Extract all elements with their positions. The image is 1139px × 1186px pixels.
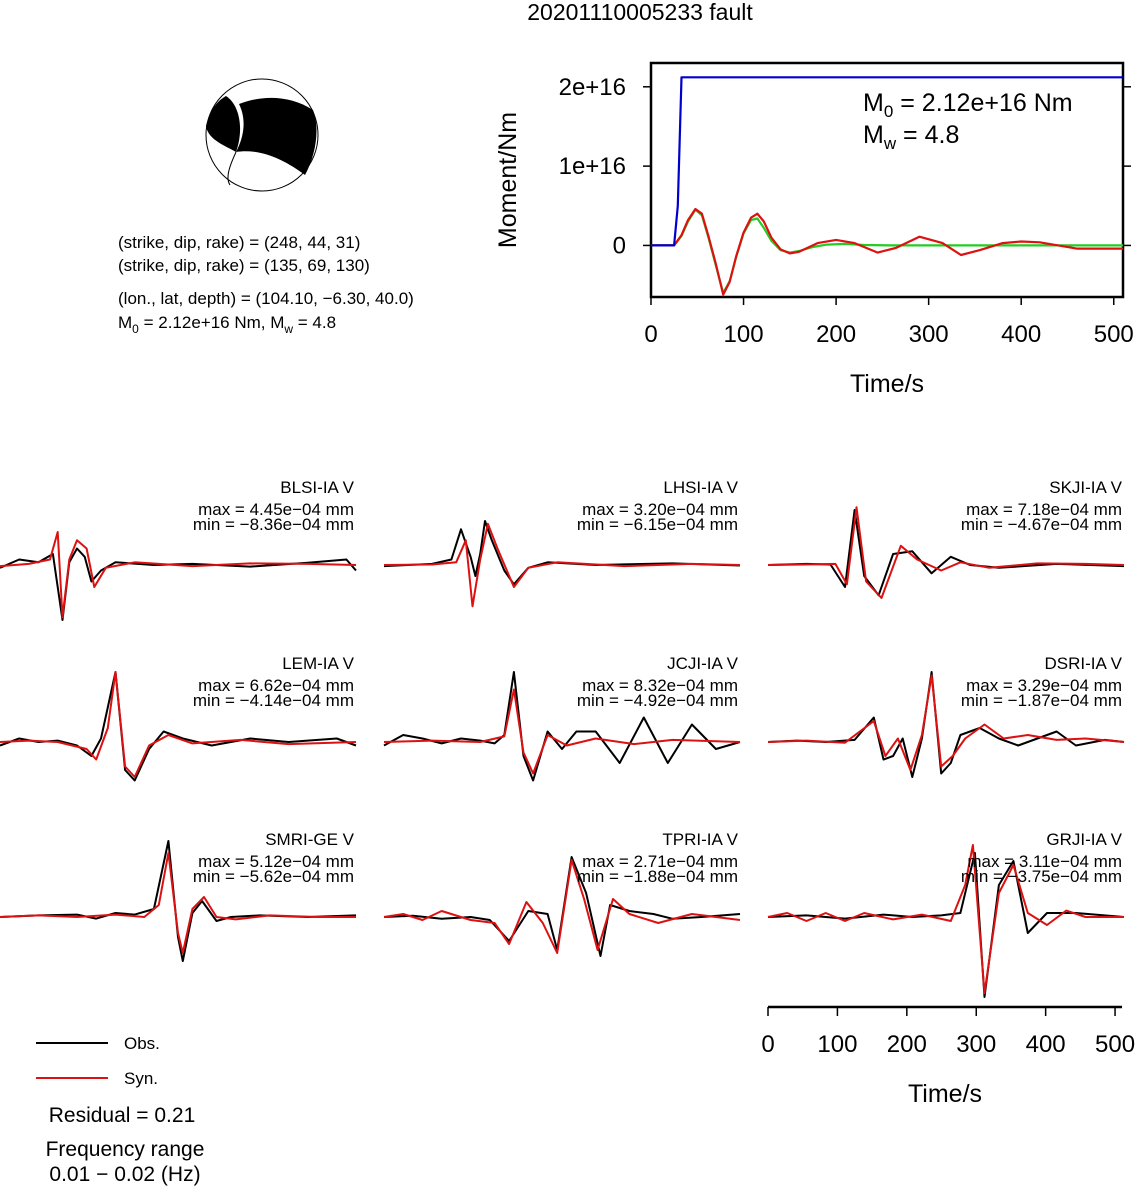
nodal-plane-1: (strike, dip, rake) = (248, 44, 31)	[118, 233, 360, 252]
legend-obs-label: Obs.	[124, 1034, 160, 1053]
moment-xtick-label: 0	[644, 321, 657, 348]
waveform-xtick-label: 500	[1095, 1031, 1135, 1058]
station-name: BLSI-IA V	[280, 478, 354, 497]
moment-series-1	[651, 208, 1123, 295]
station-name: SMRI-GE V	[265, 830, 354, 849]
station-max: max = 5.12e−04 mm	[198, 852, 354, 871]
waveform-xlabel: Time/s	[908, 1080, 982, 1108]
station-min: min = −4.14e−04 mm	[193, 691, 354, 710]
synthetic-trace	[0, 671, 357, 778]
waveform-xtick-label: 200	[887, 1031, 927, 1058]
legend-syn-label: Syn.	[124, 1069, 158, 1088]
moment-series-0	[651, 76, 1123, 247]
station-min: min = −5.62e−04 mm	[193, 867, 354, 886]
station-name: TPRI-IA V	[662, 830, 738, 849]
synthetic-trace	[383, 688, 741, 775]
synthetic-trace	[767, 844, 1124, 994]
moment-ytick-label: 1e+16	[559, 153, 626, 180]
moment-axes: 0 100 200 300 400 500 0 1e+16 2e+16	[559, 74, 1134, 348]
moment-xlabel: Time/s	[850, 370, 924, 398]
station-max: max = 4.45e−04 mm	[198, 500, 354, 519]
station-max: max = 8.32e−04 mm	[582, 676, 738, 695]
moment-plot-frame	[649, 61, 1125, 299]
moment-ylabel: Moment/Nm	[494, 112, 522, 248]
station-min: min = −3.75e−04 mm	[961, 867, 1122, 886]
station-max: max = 3.20e−04 mm	[582, 500, 738, 519]
mw-annotation: Mw = 4.8	[863, 121, 959, 153]
waveform-xtick-label: 400	[1026, 1031, 1066, 1058]
moment-xtick-label: 200	[816, 321, 856, 348]
observed-trace	[0, 671, 357, 782]
station-min: min = −1.88e−04 mm	[577, 867, 738, 886]
station-max: max = 3.29e−04 mm	[966, 676, 1122, 695]
nodal-plane-2: (strike, dip, rake) = (135, 69, 130)	[118, 256, 370, 275]
moment-xtick-label: 100	[724, 321, 764, 348]
station-min: min = −4.67e−04 mm	[961, 515, 1122, 534]
station-min: min = −1.87e−04 mm	[961, 691, 1122, 710]
waveform-xtick-label: 100	[817, 1031, 857, 1058]
m0-annotation: M0 = 2.12e+16 Nm	[863, 89, 1073, 121]
synthetic-trace	[0, 852, 356, 954]
frequency-range-value: 0.01 − 0.02 (Hz)	[49, 1163, 200, 1186]
moment-series-group	[651, 76, 1123, 296]
observed-trace	[767, 852, 1125, 998]
synthetic-trace	[767, 674, 1125, 771]
synthetic-trace	[0, 531, 357, 619]
observed-trace	[767, 671, 1125, 778]
moment-xtick-label: 500	[1094, 321, 1134, 348]
station-name: GRJI-IA V	[1046, 830, 1122, 849]
synthetic-trace	[383, 522, 741, 608]
waveform-xtick-label: 0	[761, 1031, 774, 1058]
figure-title: 20201110005233 fault	[527, 0, 753, 25]
moment-time-chart: 0 100 200 300 400 500 0 1e+16 2e+16 M0 = 2.12e+1…	[494, 61, 1134, 398]
station-min: min = −8.36e−04 mm	[193, 515, 354, 534]
station-max: max = 6.62e−04 mm	[198, 676, 354, 695]
moment-xtick-label: 300	[909, 321, 949, 348]
station-name: SKJI-IA V	[1049, 478, 1122, 497]
observed-trace	[0, 547, 357, 621]
legend: Obs. Syn.	[36, 1034, 160, 1088]
moment-magnitude-text: M0 = 2.12e+16 Nm, Mw = 4.8	[118, 313, 336, 336]
moment-xtick-label: 400	[1001, 321, 1041, 348]
synthetic-trace	[383, 859, 741, 954]
station-name: DSRI-IA V	[1045, 654, 1123, 673]
station-name: LHSI-IA V	[663, 478, 738, 497]
residual-text: Residual = 0.21	[49, 1104, 196, 1127]
beachball-icon	[205, 78, 319, 192]
frequency-range-title: Frequency range	[46, 1138, 205, 1161]
mechanism-info: (strike, dip, rake) = (248, 44, 31) (str…	[118, 233, 414, 336]
moment-ytick-label: 2e+16	[559, 74, 626, 101]
waveform-xtick-label: 300	[956, 1031, 996, 1058]
station-name: LEM-IA V	[282, 654, 354, 673]
waveform-time-axis: 0 100 200 300 400 500	[761, 1005, 1135, 1058]
station-max: max = 2.71e−04 mm	[582, 852, 738, 871]
moment-series-2	[651, 207, 1123, 296]
station-min: min = −4.92e−04 mm	[577, 691, 738, 710]
moment-ytick-label: 0	[613, 232, 626, 259]
hypocenter-location: (lon., lat, depth) = (104.10, −6.30, 40.…	[118, 289, 414, 308]
station-min: min = −6.15e−04 mm	[577, 515, 738, 534]
station-max: max = 3.11e−04 mm	[967, 852, 1122, 871]
station-name: JCJI-IA V	[667, 654, 739, 673]
station-max: max = 7.18e−04 mm	[966, 500, 1122, 519]
synthetic-trace	[767, 506, 1125, 599]
